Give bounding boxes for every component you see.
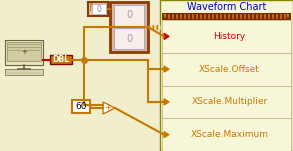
FancyBboxPatch shape bbox=[162, 20, 291, 53]
FancyBboxPatch shape bbox=[226, 14, 228, 19]
FancyBboxPatch shape bbox=[282, 14, 284, 19]
Text: +: + bbox=[104, 103, 111, 112]
FancyBboxPatch shape bbox=[214, 14, 216, 19]
FancyBboxPatch shape bbox=[262, 14, 264, 19]
Polygon shape bbox=[103, 102, 115, 114]
Text: Waveform Chart: Waveform Chart bbox=[187, 2, 266, 12]
FancyBboxPatch shape bbox=[258, 14, 260, 19]
FancyBboxPatch shape bbox=[184, 14, 186, 19]
FancyBboxPatch shape bbox=[268, 14, 270, 19]
FancyBboxPatch shape bbox=[222, 14, 224, 19]
FancyBboxPatch shape bbox=[220, 14, 222, 19]
FancyBboxPatch shape bbox=[236, 14, 238, 19]
Polygon shape bbox=[164, 66, 169, 72]
FancyBboxPatch shape bbox=[186, 14, 188, 19]
FancyBboxPatch shape bbox=[168, 14, 170, 19]
FancyBboxPatch shape bbox=[206, 14, 208, 19]
FancyBboxPatch shape bbox=[284, 14, 286, 19]
FancyBboxPatch shape bbox=[246, 14, 248, 19]
Text: 0: 0 bbox=[126, 34, 132, 43]
FancyBboxPatch shape bbox=[194, 14, 196, 19]
FancyBboxPatch shape bbox=[266, 14, 268, 19]
FancyBboxPatch shape bbox=[232, 14, 234, 19]
FancyBboxPatch shape bbox=[174, 14, 176, 19]
FancyBboxPatch shape bbox=[280, 14, 282, 19]
Polygon shape bbox=[164, 132, 169, 138]
FancyBboxPatch shape bbox=[190, 14, 192, 19]
FancyBboxPatch shape bbox=[162, 13, 291, 20]
FancyBboxPatch shape bbox=[272, 14, 274, 19]
Polygon shape bbox=[164, 33, 169, 39]
FancyBboxPatch shape bbox=[250, 14, 252, 19]
FancyBboxPatch shape bbox=[202, 14, 204, 19]
FancyBboxPatch shape bbox=[216, 14, 218, 19]
FancyBboxPatch shape bbox=[274, 14, 276, 19]
Text: 60: 60 bbox=[75, 102, 87, 111]
Text: XScale.Multiplier: XScale.Multiplier bbox=[191, 97, 268, 106]
Text: 0: 0 bbox=[126, 11, 132, 21]
FancyBboxPatch shape bbox=[162, 53, 291, 85]
FancyBboxPatch shape bbox=[248, 14, 250, 19]
FancyBboxPatch shape bbox=[50, 55, 72, 64]
FancyBboxPatch shape bbox=[264, 14, 266, 19]
Text: ?!: ?! bbox=[163, 14, 168, 19]
FancyBboxPatch shape bbox=[178, 14, 180, 19]
FancyBboxPatch shape bbox=[278, 14, 280, 19]
Text: I: I bbox=[89, 7, 91, 12]
FancyBboxPatch shape bbox=[114, 5, 144, 26]
Text: E: E bbox=[89, 3, 92, 8]
Text: History: History bbox=[213, 32, 246, 41]
FancyBboxPatch shape bbox=[276, 14, 278, 19]
FancyBboxPatch shape bbox=[162, 118, 291, 151]
FancyBboxPatch shape bbox=[176, 14, 178, 19]
FancyBboxPatch shape bbox=[238, 14, 240, 19]
Text: +: + bbox=[21, 49, 27, 55]
FancyBboxPatch shape bbox=[218, 14, 220, 19]
FancyBboxPatch shape bbox=[270, 14, 272, 19]
FancyBboxPatch shape bbox=[254, 14, 256, 19]
FancyBboxPatch shape bbox=[110, 2, 148, 52]
FancyBboxPatch shape bbox=[72, 100, 90, 113]
FancyBboxPatch shape bbox=[92, 4, 106, 14]
FancyBboxPatch shape bbox=[7, 42, 41, 61]
Text: XScale.Offset: XScale.Offset bbox=[199, 65, 260, 74]
FancyBboxPatch shape bbox=[208, 14, 210, 19]
FancyBboxPatch shape bbox=[162, 85, 291, 118]
FancyBboxPatch shape bbox=[256, 14, 258, 19]
FancyBboxPatch shape bbox=[230, 14, 232, 19]
Text: 0: 0 bbox=[97, 5, 101, 13]
FancyBboxPatch shape bbox=[200, 14, 202, 19]
FancyBboxPatch shape bbox=[180, 14, 182, 19]
FancyBboxPatch shape bbox=[5, 69, 43, 75]
FancyBboxPatch shape bbox=[170, 14, 172, 19]
FancyBboxPatch shape bbox=[188, 14, 190, 19]
FancyBboxPatch shape bbox=[240, 14, 242, 19]
FancyBboxPatch shape bbox=[198, 14, 200, 19]
FancyBboxPatch shape bbox=[192, 14, 194, 19]
FancyBboxPatch shape bbox=[224, 14, 226, 19]
Polygon shape bbox=[164, 99, 169, 105]
Text: ?!: ?! bbox=[285, 14, 290, 19]
FancyBboxPatch shape bbox=[5, 40, 43, 65]
FancyBboxPatch shape bbox=[196, 14, 198, 19]
FancyBboxPatch shape bbox=[114, 28, 144, 49]
FancyBboxPatch shape bbox=[212, 14, 214, 19]
FancyBboxPatch shape bbox=[244, 14, 246, 19]
FancyBboxPatch shape bbox=[172, 14, 174, 19]
FancyBboxPatch shape bbox=[234, 14, 236, 19]
Text: DBL: DBL bbox=[52, 55, 69, 64]
FancyBboxPatch shape bbox=[242, 14, 244, 19]
FancyBboxPatch shape bbox=[204, 14, 206, 19]
FancyBboxPatch shape bbox=[228, 14, 230, 19]
FancyBboxPatch shape bbox=[160, 0, 293, 151]
Text: XScale.Maximum: XScale.Maximum bbox=[190, 130, 268, 139]
FancyBboxPatch shape bbox=[260, 14, 262, 19]
FancyBboxPatch shape bbox=[88, 2, 108, 16]
FancyBboxPatch shape bbox=[210, 14, 212, 19]
FancyBboxPatch shape bbox=[182, 14, 184, 19]
FancyBboxPatch shape bbox=[252, 14, 254, 19]
